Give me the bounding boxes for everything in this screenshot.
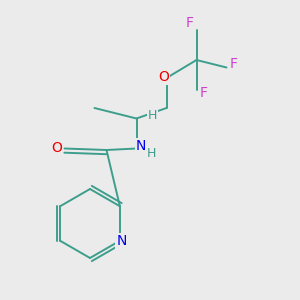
Text: N: N xyxy=(136,139,146,153)
Text: H: H xyxy=(147,147,156,161)
Text: H: H xyxy=(147,109,157,122)
Text: O: O xyxy=(158,70,169,84)
Text: F: F xyxy=(230,58,238,71)
Text: F: F xyxy=(186,16,194,30)
Text: O: O xyxy=(52,142,62,155)
Text: N: N xyxy=(116,234,127,248)
Text: F: F xyxy=(200,86,208,100)
